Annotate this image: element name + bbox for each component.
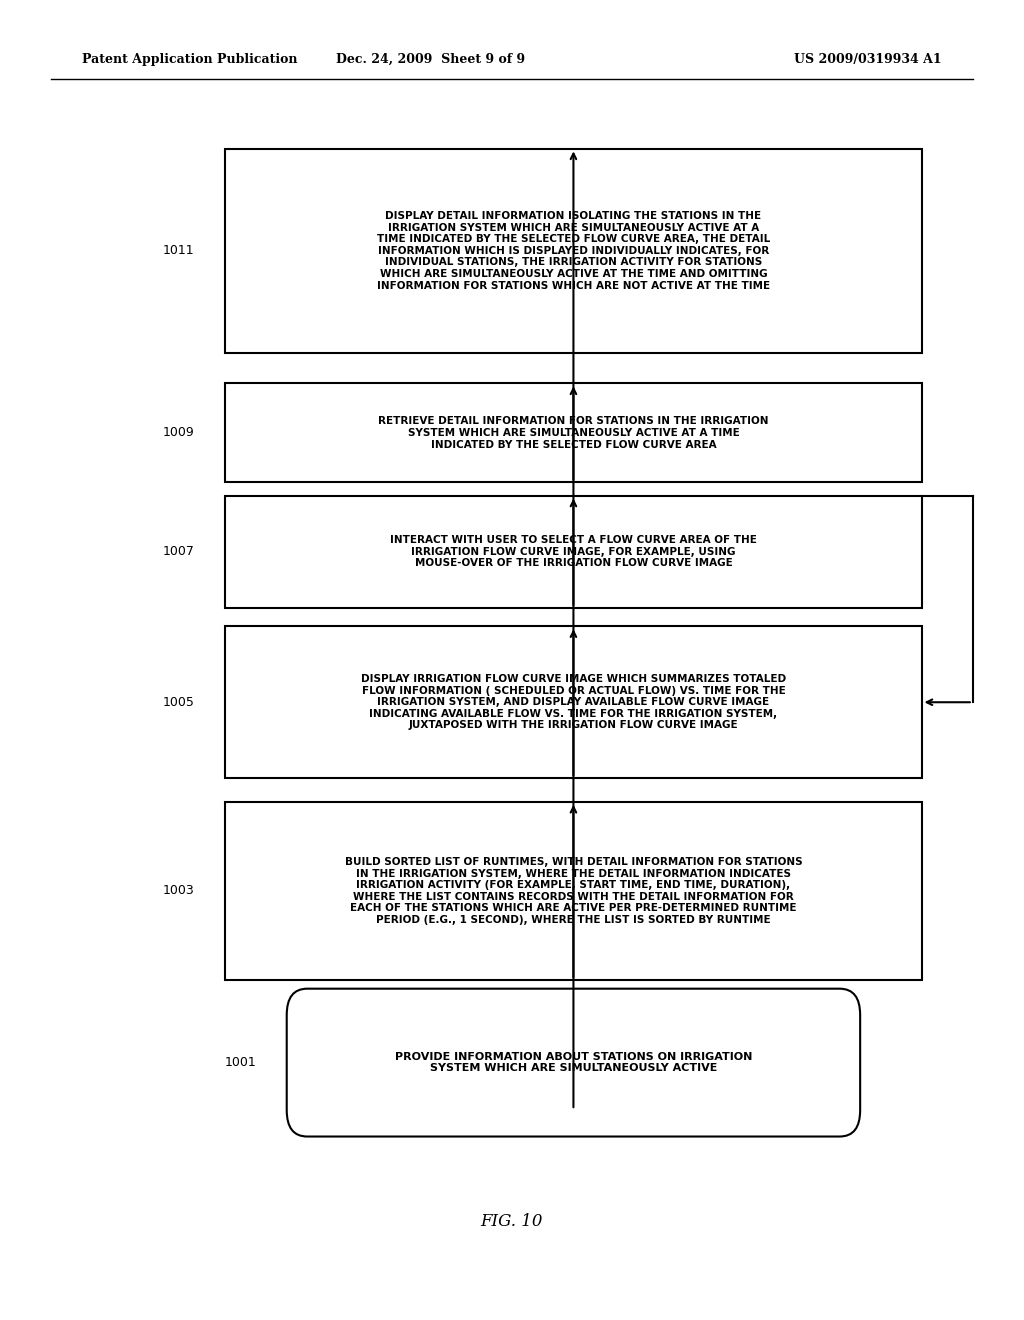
Text: US 2009/0319934 A1: US 2009/0319934 A1 (795, 53, 942, 66)
Text: INTERACT WITH USER TO SELECT A FLOW CURVE AREA OF THE
IRRIGATION FLOW CURVE IMAG: INTERACT WITH USER TO SELECT A FLOW CURV… (390, 535, 757, 569)
FancyBboxPatch shape (225, 383, 922, 482)
Text: Patent Application Publication: Patent Application Publication (82, 53, 297, 66)
Text: BUILD SORTED LIST OF RUNTIMES, WITH DETAIL INFORMATION FOR STATIONS
IN THE IRRIG: BUILD SORTED LIST OF RUNTIMES, WITH DETA… (345, 857, 802, 925)
Text: 1007: 1007 (163, 545, 195, 558)
Text: 1001: 1001 (224, 1056, 256, 1069)
FancyBboxPatch shape (225, 149, 922, 352)
Text: Dec. 24, 2009  Sheet 9 of 9: Dec. 24, 2009 Sheet 9 of 9 (336, 53, 524, 66)
Text: DISPLAY IRRIGATION FLOW CURVE IMAGE WHICH SUMMARIZES TOTALED
FLOW INFORMATION ( : DISPLAY IRRIGATION FLOW CURVE IMAGE WHIC… (360, 675, 786, 730)
Text: FIG. 10: FIG. 10 (480, 1213, 544, 1229)
FancyBboxPatch shape (287, 989, 860, 1137)
Text: 1009: 1009 (163, 426, 195, 440)
Text: 1003: 1003 (163, 884, 195, 898)
FancyBboxPatch shape (225, 626, 922, 777)
Text: DISPLAY DETAIL INFORMATION ISOLATING THE STATIONS IN THE
IRRIGATION SYSTEM WHICH: DISPLAY DETAIL INFORMATION ISOLATING THE… (377, 211, 770, 290)
Text: PROVIDE INFORMATION ABOUT STATIONS ON IRRIGATION
SYSTEM WHICH ARE SIMULTANEOUSLY: PROVIDE INFORMATION ABOUT STATIONS ON IR… (395, 1052, 752, 1073)
FancyBboxPatch shape (225, 801, 922, 979)
Text: RETRIEVE DETAIL INFORMATION FOR STATIONS IN THE IRRIGATION
SYSTEM WHICH ARE SIMU: RETRIEVE DETAIL INFORMATION FOR STATIONS… (378, 416, 769, 450)
Text: 1011: 1011 (163, 244, 195, 257)
Text: 1005: 1005 (163, 696, 195, 709)
FancyBboxPatch shape (225, 496, 922, 607)
